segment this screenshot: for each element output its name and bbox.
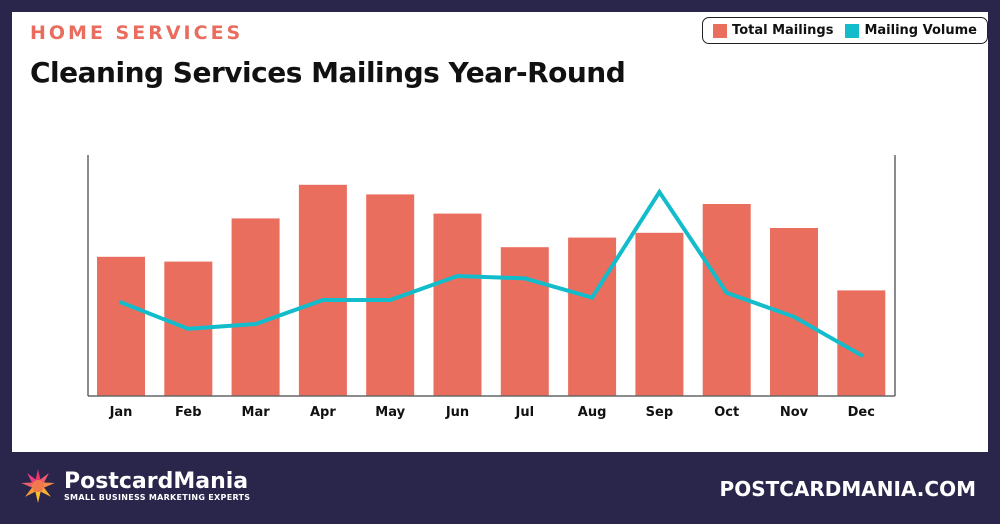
x-tick-label: Nov xyxy=(780,405,809,420)
bar-aug xyxy=(568,237,617,396)
x-tick-label: Oct xyxy=(714,405,739,420)
bar-jan xyxy=(97,256,145,396)
x-tick-label: Apr xyxy=(310,405,336,420)
line-point-jun xyxy=(455,274,460,278)
x-tick-label: Aug xyxy=(578,405,607,420)
line-point-nov xyxy=(792,314,796,319)
x-tick-label: Jul xyxy=(515,405,535,420)
bar-jul xyxy=(500,247,549,396)
x-tick-label: Sep xyxy=(646,405,674,420)
chart-title: Cleaning Services Mailings Year-Round xyxy=(30,56,626,89)
line-point-mar xyxy=(253,322,258,326)
x-tick-label: Jan xyxy=(109,405,133,420)
postcardmania-logo: PostcardMania SMALL BUSINESS MARKETING E… xyxy=(20,467,250,505)
legend-label: Mailing Volume xyxy=(864,23,977,38)
legend-label: Total Mailings xyxy=(732,23,834,38)
category-label: HOME SERVICES xyxy=(30,22,244,44)
line-point-jul xyxy=(522,276,527,281)
line-point-aug xyxy=(590,295,595,300)
legend-swatch-line xyxy=(845,23,860,38)
bar-dec xyxy=(837,290,886,396)
bar-jun xyxy=(433,213,482,396)
line-point-may xyxy=(388,298,393,302)
legend: Total Mailings Mailing Volume xyxy=(702,17,988,44)
line-point-oct xyxy=(724,290,729,295)
legend-swatch-bar xyxy=(713,23,728,38)
x-tick-label: Dec xyxy=(848,405,875,420)
line-point-dec xyxy=(859,353,864,358)
x-tick-label: Feb xyxy=(175,405,201,420)
mailing-volume-line xyxy=(120,188,863,357)
x-tick-label: Jun xyxy=(445,405,469,420)
legend-item-mailing-volume: Mailing Volume xyxy=(845,23,977,38)
website-url[interactable]: POSTCARDMANIA.COM xyxy=(719,477,976,501)
line-point-apr xyxy=(320,298,325,302)
legend-item-total-mailings: Total Mailings xyxy=(713,23,833,38)
bar-sep xyxy=(635,232,684,396)
bar-apr xyxy=(298,184,347,396)
brand-tagline: SMALL BUSINESS MARKETING EXPERTS xyxy=(64,492,251,502)
line-point-jan xyxy=(119,300,123,305)
brand-name: PostcardMania xyxy=(64,468,249,494)
x-tick-label: May xyxy=(375,405,405,420)
line-point-feb xyxy=(186,326,191,331)
sunburst-logo-icon xyxy=(21,469,55,503)
x-tick-label: Mar xyxy=(242,405,271,420)
line-point-sep xyxy=(657,190,662,194)
bar-mar xyxy=(231,218,280,396)
